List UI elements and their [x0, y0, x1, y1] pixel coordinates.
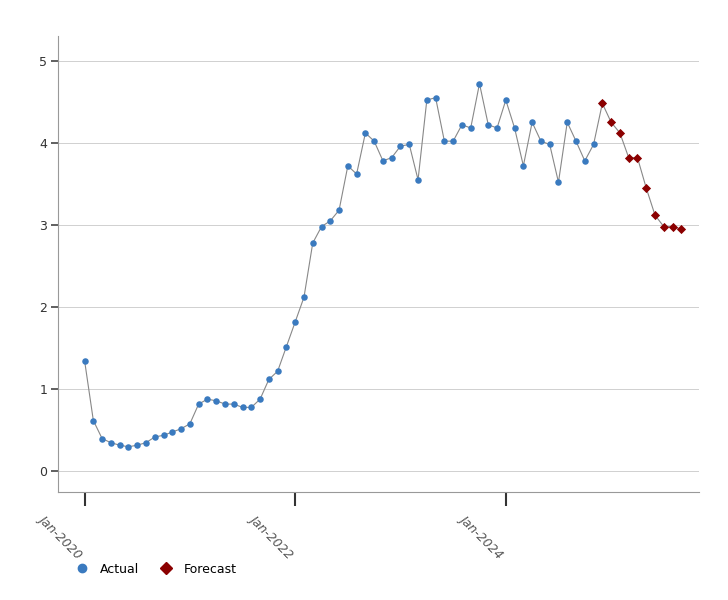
Point — [131, 440, 143, 450]
Point — [237, 403, 248, 412]
Point — [263, 374, 274, 384]
Point — [395, 141, 406, 151]
Point — [465, 123, 477, 133]
Point — [386, 153, 397, 163]
Point — [149, 432, 161, 442]
Point — [342, 161, 354, 170]
Point — [272, 367, 283, 376]
Point — [325, 216, 336, 226]
Point — [96, 434, 108, 443]
Point — [87, 416, 99, 425]
Point — [570, 136, 582, 146]
Point — [483, 120, 494, 130]
Point — [167, 427, 178, 437]
Point — [105, 438, 116, 448]
Point — [202, 394, 213, 404]
Point — [316, 222, 328, 232]
Point — [491, 123, 503, 133]
Point — [219, 399, 231, 409]
Point — [333, 205, 345, 215]
Point — [658, 222, 670, 232]
Point — [228, 399, 240, 409]
Point — [403, 140, 415, 149]
Point — [193, 399, 205, 409]
Point — [596, 98, 608, 108]
Point — [210, 396, 222, 406]
Point — [447, 136, 459, 146]
Point — [122, 442, 134, 452]
Point — [360, 128, 371, 138]
Point — [500, 95, 512, 105]
Point — [254, 394, 266, 404]
Point — [535, 136, 547, 146]
Point — [438, 136, 450, 146]
Point — [553, 178, 564, 187]
Point — [184, 419, 196, 428]
Point — [245, 403, 257, 412]
Point — [544, 140, 555, 149]
Point — [587, 140, 599, 149]
Point — [579, 156, 590, 166]
Point — [289, 317, 301, 327]
Point — [649, 211, 661, 220]
Point — [474, 79, 486, 88]
Point — [596, 98, 608, 108]
Point — [456, 120, 468, 130]
Point — [623, 153, 635, 163]
Legend: Actual, Forecast: Actual, Forecast — [65, 557, 242, 581]
Point — [676, 224, 687, 234]
Point — [412, 175, 424, 185]
Point — [307, 238, 319, 248]
Point — [114, 440, 125, 450]
Point — [614, 128, 626, 138]
Point — [158, 431, 170, 440]
Point — [175, 424, 187, 434]
Point — [377, 156, 389, 166]
Point — [421, 95, 432, 105]
Point — [667, 222, 678, 232]
Point — [518, 161, 529, 170]
Point — [561, 118, 573, 127]
Point — [641, 183, 652, 193]
Point — [298, 292, 310, 302]
Point — [351, 169, 363, 179]
Point — [430, 93, 441, 103]
Point — [526, 118, 538, 127]
Point — [632, 153, 644, 163]
Point — [605, 118, 617, 127]
Point — [280, 342, 292, 352]
Point — [141, 438, 152, 448]
Point — [368, 136, 380, 146]
Point — [79, 356, 90, 365]
Point — [509, 123, 521, 133]
